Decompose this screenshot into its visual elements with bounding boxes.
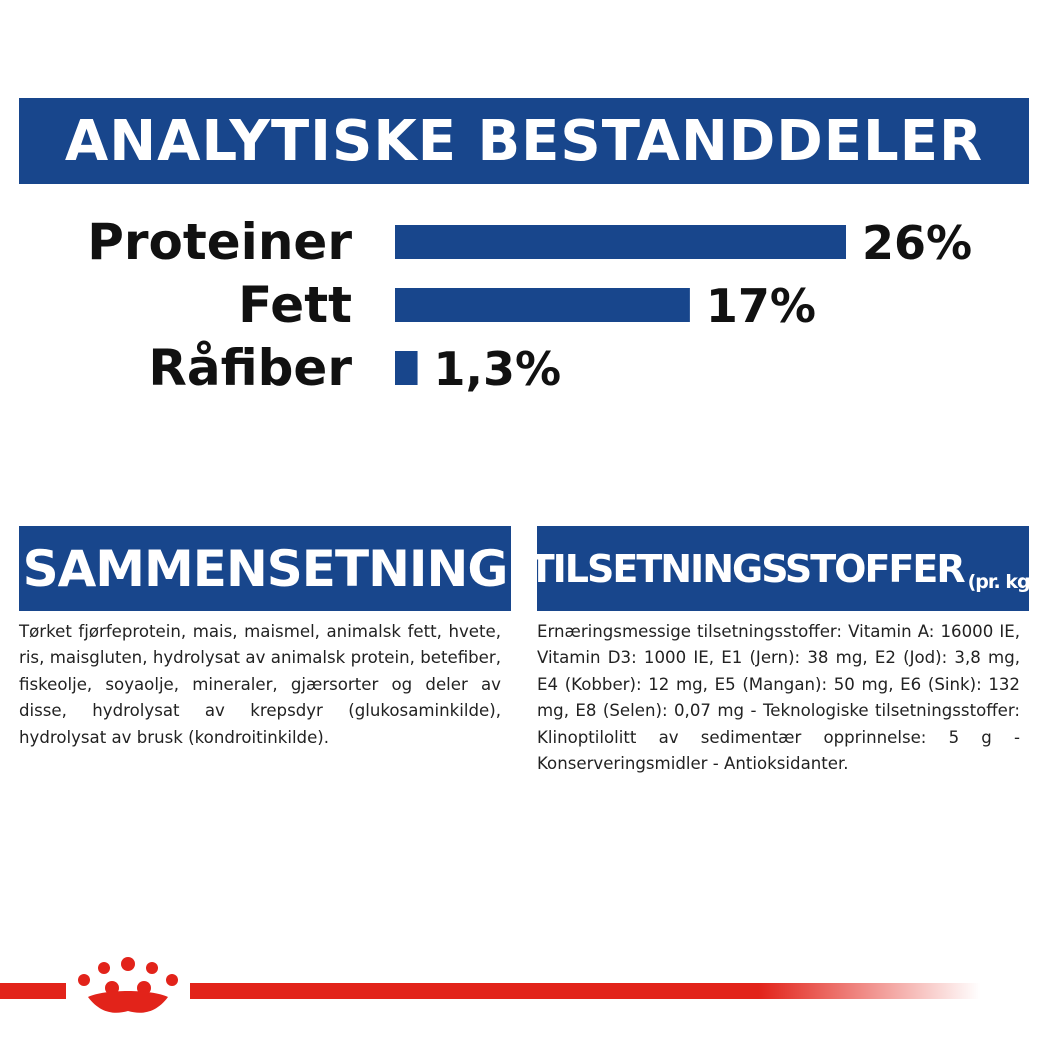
composition-text: Tørket fjørfeprotein, mais, maismel, ani… (19, 622, 501, 747)
additives-title-suffix: (pr. kg) (967, 571, 1029, 593)
value-label: 17% (706, 279, 816, 333)
royal-canin-crown-icon (78, 957, 178, 1013)
value-label: 1,3% (434, 342, 562, 396)
footer-stripe-left (0, 983, 66, 999)
footer-brand-strip (0, 957, 980, 1013)
additives-header: TILSETNINGSSTOFFER (pr. kg) (537, 526, 1029, 611)
page-title-banner: ANALYTISKE BESTANDDELER (19, 98, 1029, 184)
composition-title: SAMMENSETNING (22, 539, 509, 598)
footer-stripe-right (190, 983, 980, 999)
category-label: Råfiber (148, 339, 352, 397)
category-label: Proteiner (87, 213, 352, 271)
additives-text: Ernæringsmessige tilsetningsstoffer: Vit… (537, 622, 1020, 774)
value-label: 26% (862, 216, 972, 270)
page-title: ANALYTISKE BESTANDDELER (64, 108, 984, 174)
bar (395, 351, 418, 385)
category-label: Fett (238, 276, 352, 334)
bar (395, 288, 690, 322)
bar (395, 225, 846, 259)
composition-header: SAMMENSETNING (19, 526, 511, 611)
additives-title: TILSETNINGSSTOFFER (537, 546, 966, 591)
nutrient-bar-chart: Proteiner 26% Fett 17% Råfiber 1,3% (87, 213, 972, 397)
